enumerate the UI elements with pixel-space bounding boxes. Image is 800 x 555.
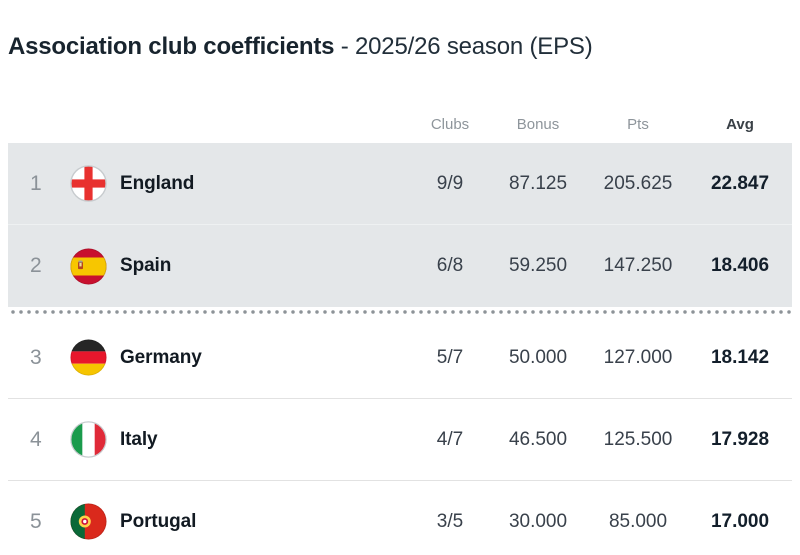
italy-flag-icon bbox=[70, 421, 107, 458]
bonus-value: 46.500 bbox=[508, 428, 568, 450]
pts-value: 205.625 bbox=[603, 172, 673, 194]
table-header-row: Clubs Bonus Pts Avg bbox=[8, 99, 792, 143]
qualification-cutoff-dotted-line bbox=[8, 310, 792, 314]
clubs-value: 6/8 bbox=[436, 255, 464, 276]
bonus-value: 50.000 bbox=[508, 346, 568, 368]
country-cell: 1 England bbox=[8, 165, 410, 202]
avg-value: 18.406 bbox=[710, 255, 770, 276]
country-cell: 5 Portugal bbox=[8, 503, 410, 540]
spain-flag-icon bbox=[70, 247, 107, 285]
clubs-value: 3/5 bbox=[436, 510, 464, 532]
avg-value: 18.142 bbox=[710, 346, 770, 368]
pts-value: 147.250 bbox=[603, 255, 673, 276]
country-name: Portugal bbox=[120, 510, 197, 532]
coefficients-table: Clubs Bonus Pts Avg 1 England 9/9 87.125… bbox=[8, 99, 792, 555]
portugal-flag-icon bbox=[70, 503, 107, 540]
table-row[interactable]: 4 Italy 4/7 46.500 125.500 17.928 bbox=[8, 399, 792, 481]
bonus-value: 30.000 bbox=[508, 510, 568, 532]
germany-flag-icon bbox=[70, 339, 107, 376]
country-name: Germany bbox=[120, 346, 202, 368]
country-name: Spain bbox=[120, 255, 172, 276]
country-cell: 2 Spain bbox=[8, 247, 410, 285]
table-body: 1 England 9/9 87.125 205.625 22.847 2 bbox=[8, 143, 792, 555]
bonus-value: 59.250 bbox=[508, 255, 568, 276]
table-row[interactable]: 1 England 9/9 87.125 205.625 22.847 bbox=[8, 143, 792, 225]
clubs-value: 4/7 bbox=[436, 428, 464, 450]
clubs-value: 5/7 bbox=[436, 346, 464, 368]
column-header-bonus: Bonus bbox=[516, 116, 560, 133]
rank-label: 2 bbox=[30, 254, 42, 277]
page-title-season: - 2025/26 season (EPS) bbox=[340, 33, 593, 60]
table-row[interactable]: 5 Portugal 3/5 30.000 85.000 17.000 bbox=[8, 481, 792, 555]
table-row[interactable]: 2 Spain 6/8 59.250 147.250 18.406 bbox=[8, 225, 792, 307]
bonus-value: 87.125 bbox=[508, 172, 568, 194]
page-title-main: Association club coefficients bbox=[8, 33, 335, 60]
rank-label: 5 bbox=[30, 509, 42, 533]
country-name: Italy bbox=[120, 428, 158, 450]
avg-value: 17.000 bbox=[710, 510, 770, 532]
pts-value: 85.000 bbox=[608, 510, 668, 532]
column-header-pts: Pts bbox=[627, 116, 649, 133]
country-name: England bbox=[120, 172, 195, 194]
column-header-clubs: Clubs bbox=[430, 116, 470, 133]
country-cell: 3 Germany bbox=[8, 339, 410, 376]
clubs-value: 9/9 bbox=[436, 172, 464, 194]
pts-value: 127.000 bbox=[603, 346, 673, 368]
rank-label: 1 bbox=[30, 171, 42, 195]
rank-label: 4 bbox=[30, 427, 42, 451]
country-cell: 4 Italy bbox=[8, 421, 410, 458]
avg-value: 17.928 bbox=[710, 428, 770, 450]
rank-label: 3 bbox=[30, 345, 42, 369]
england-flag-icon bbox=[70, 165, 107, 202]
avg-value: 22.847 bbox=[710, 172, 770, 194]
page-title: Association club coefficients - 2025/26 … bbox=[8, 32, 792, 62]
table-row[interactable]: 3 Germany 5/7 50.000 127.000 18.142 bbox=[8, 317, 792, 399]
pts-value: 125.500 bbox=[603, 428, 673, 450]
column-header-avg: Avg bbox=[726, 116, 754, 133]
